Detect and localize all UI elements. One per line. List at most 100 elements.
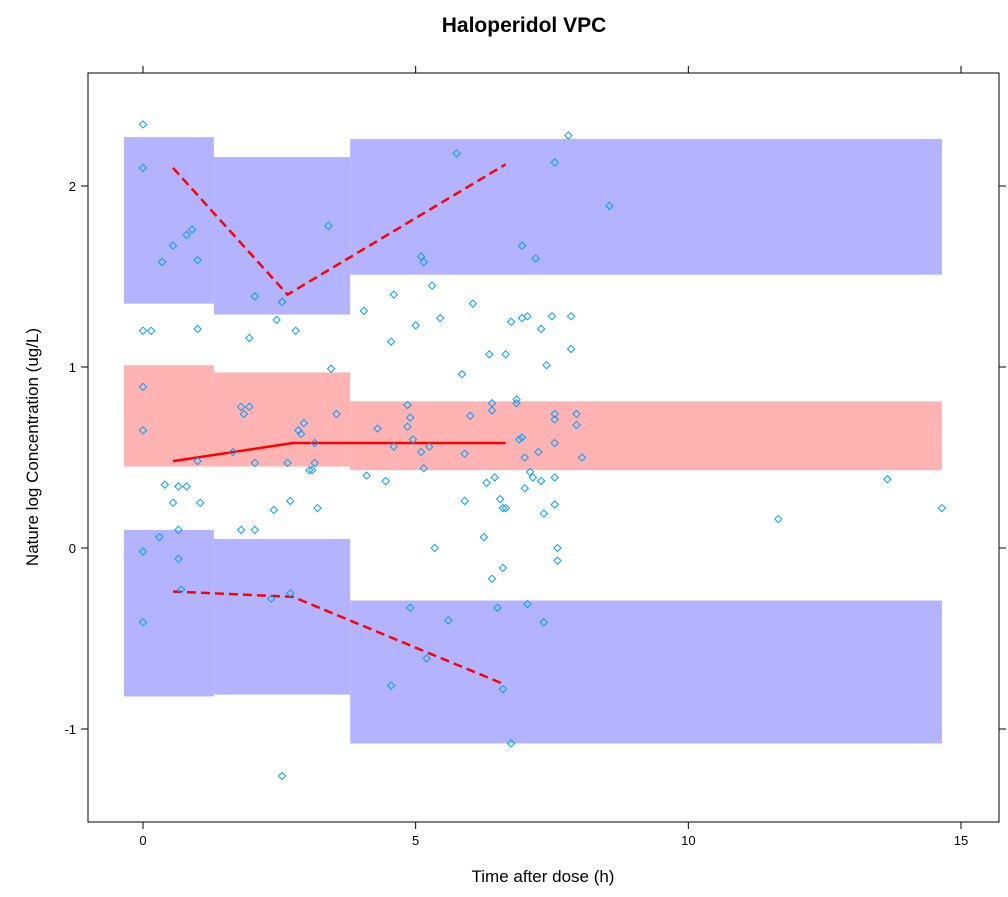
data-point-24 [228, 447, 238, 457]
y-axis-label: Nature log Concentration (ug/L) [23, 328, 42, 566]
data-point-64 [408, 435, 418, 444]
data-point-78 [457, 369, 467, 379]
data-point-68 [416, 447, 426, 457]
data-point-115 [539, 509, 549, 518]
data-point-74 [405, 603, 415, 613]
data-point-37 [285, 496, 295, 506]
data-point-19 [174, 554, 183, 564]
band-lower-2 [350, 600, 942, 744]
data-point-83 [479, 532, 489, 542]
data-point-1 [138, 163, 148, 173]
data-point-69 [419, 464, 429, 473]
data-point-40 [272, 315, 281, 325]
data-point-52 [332, 409, 341, 419]
data-point-41 [291, 326, 301, 336]
data-point-76 [444, 616, 453, 625]
data-point-126 [553, 556, 562, 565]
data-point-95 [498, 563, 508, 573]
data-point-91 [495, 494, 505, 504]
data-point-70 [424, 442, 434, 451]
band-lower-0 [123, 529, 214, 697]
data-point-38 [285, 588, 295, 598]
data-point-82 [465, 411, 475, 421]
y-tick-label: 1 [69, 360, 76, 375]
data-point-34 [269, 505, 279, 515]
data-point-119 [550, 409, 560, 419]
y-tick-label: 2 [69, 179, 76, 194]
data-point-127 [564, 131, 573, 140]
data-point-71 [427, 281, 437, 290]
data-point-2 [138, 326, 148, 336]
data-point-106 [520, 483, 530, 493]
data-point-30 [236, 525, 246, 535]
data-point-113 [536, 476, 546, 486]
data-point-100 [512, 395, 521, 404]
data-point-125 [553, 543, 562, 553]
chart-title: Haloperidol VPC [442, 14, 607, 37]
data-point-17 [182, 482, 191, 491]
data-point-36 [283, 458, 292, 468]
data-point-108 [525, 467, 535, 477]
data-point-77 [452, 149, 461, 158]
data-point-35 [277, 297, 287, 307]
data-point-135 [883, 474, 892, 484]
data-point-25 [236, 402, 246, 412]
data-point-114 [536, 324, 546, 334]
band-median-0 [123, 365, 214, 467]
data-point-136 [937, 503, 947, 513]
data-point-20 [176, 585, 186, 594]
data-point-101 [514, 435, 524, 444]
data-point-54 [362, 471, 371, 480]
data-point-53 [359, 306, 369, 316]
data-point-13 [193, 324, 202, 334]
data-point-3 [146, 326, 156, 336]
data-point-10 [182, 230, 191, 240]
data-point-16 [174, 482, 183, 491]
data-point-15 [168, 498, 178, 508]
data-point-107 [523, 312, 532, 321]
data-point-130 [572, 409, 581, 419]
data-point-27 [245, 402, 254, 412]
data-point-67 [419, 257, 429, 267]
data-point-79 [460, 449, 470, 459]
x-tick-label: 10 [681, 833, 695, 848]
band-upper-0 [123, 137, 214, 304]
data-point-22 [193, 456, 202, 466]
data-point-62 [403, 422, 412, 432]
data-point-128 [566, 312, 576, 321]
percentile-line-1 [172, 441, 506, 463]
data-point-44 [299, 418, 309, 428]
data-point-124 [550, 158, 560, 167]
data-point-57 [386, 337, 396, 346]
data-point-120 [550, 415, 560, 424]
band-median-2 [350, 401, 942, 471]
data-point-11 [187, 225, 197, 234]
data-point-47 [310, 458, 320, 468]
data-point-51 [326, 364, 336, 374]
plot-frame [87, 72, 1000, 823]
data-point-33 [266, 594, 276, 603]
data-point-96 [498, 684, 508, 694]
data-point-63 [405, 413, 415, 422]
prediction-bands [123, 137, 942, 744]
data-point-102 [517, 433, 527, 442]
data-point-112 [534, 447, 543, 457]
observed-points [138, 120, 947, 781]
data-point-6 [138, 547, 148, 556]
data-point-85 [484, 350, 494, 359]
data-point-116 [539, 617, 549, 627]
data-point-134 [774, 514, 783, 524]
data-point-7 [138, 617, 148, 627]
data-point-89 [487, 574, 497, 584]
percentile-line-0 [172, 163, 507, 297]
data-point-66 [416, 252, 426, 261]
data-point-65 [411, 321, 420, 330]
x-tick-label: 5 [412, 833, 419, 848]
data-point-75 [435, 313, 445, 323]
data-point-29 [250, 458, 260, 468]
data-point-45 [305, 465, 314, 475]
data-point-46 [307, 465, 317, 475]
data-point-49 [310, 438, 320, 448]
data-point-87 [487, 406, 497, 415]
